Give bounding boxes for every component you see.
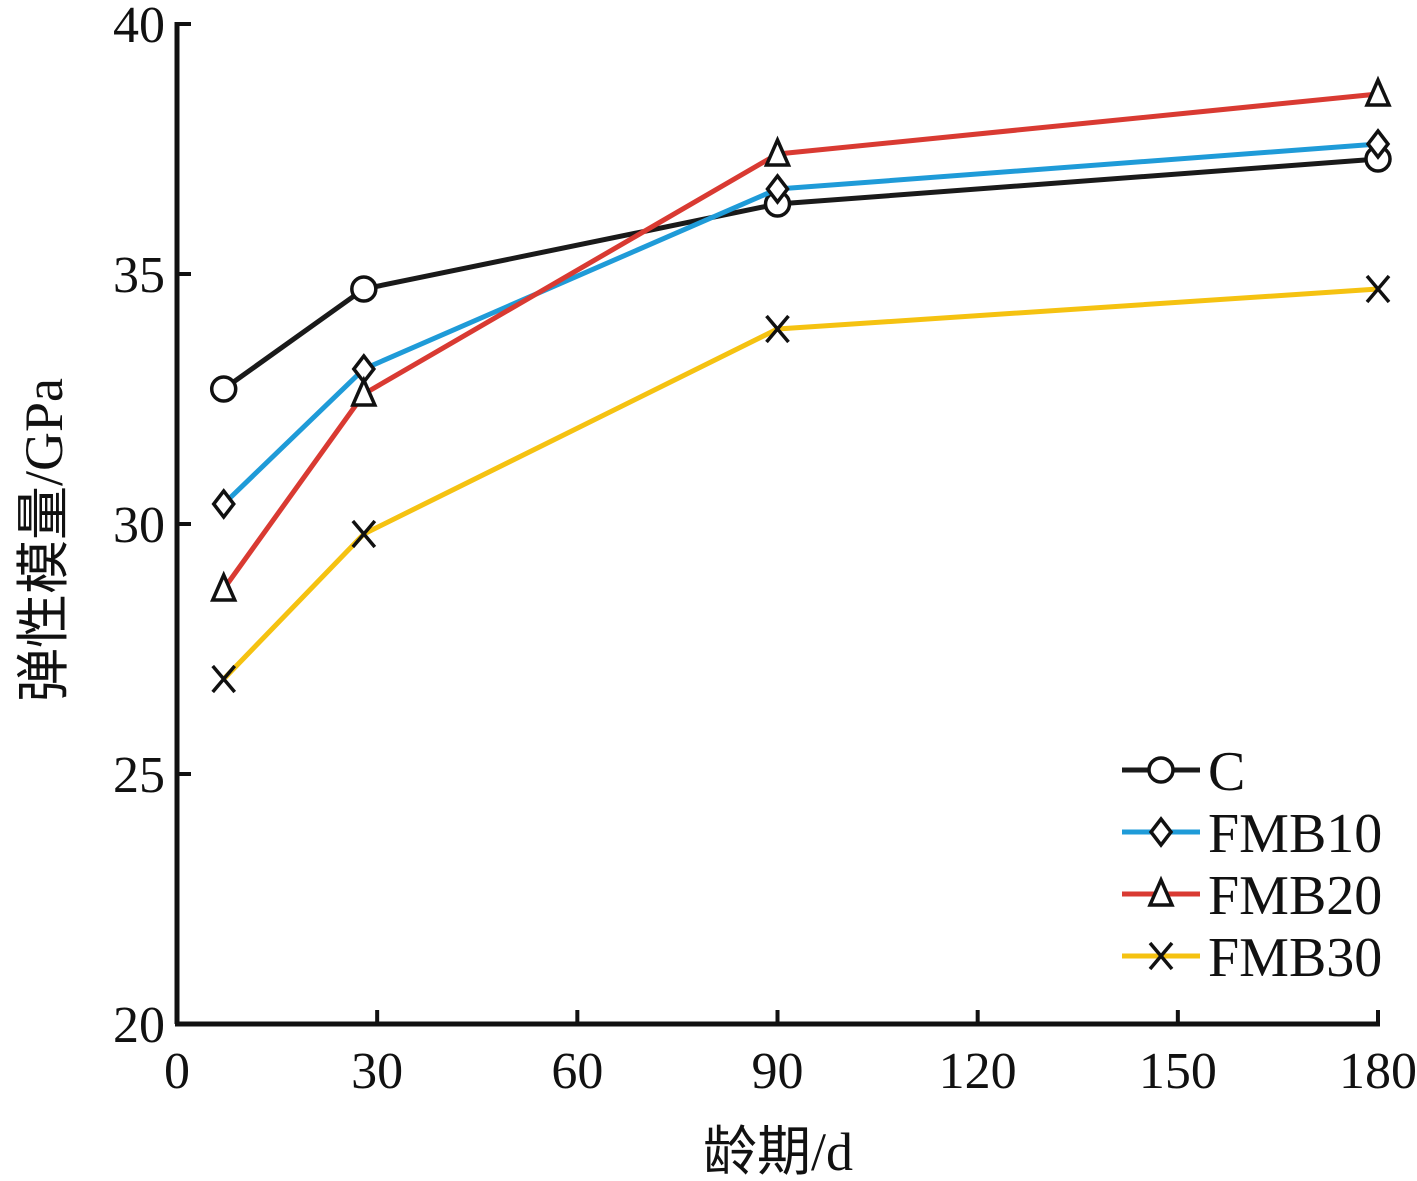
y-tick-label: 40 bbox=[113, 0, 165, 54]
data-point-marker bbox=[1364, 75, 1392, 107]
series-layer bbox=[209, 75, 1392, 694]
series-fmb10 bbox=[211, 128, 1391, 520]
y-tick-label: 30 bbox=[113, 497, 165, 554]
data-point-marker bbox=[211, 664, 237, 694]
series-line bbox=[221, 141, 1379, 506]
data-point-marker bbox=[350, 375, 378, 407]
legend-marker bbox=[1148, 941, 1174, 971]
legend-item: C bbox=[1122, 741, 1245, 803]
legend-label: FMB20 bbox=[1208, 865, 1382, 927]
data-point-marker bbox=[210, 570, 238, 602]
y-tick-label: 25 bbox=[113, 747, 165, 804]
x-tick-label: 30 bbox=[351, 1043, 403, 1100]
x-tick-label: 90 bbox=[752, 1043, 804, 1100]
series-line bbox=[221, 286, 1379, 681]
x-tick-label: 60 bbox=[551, 1043, 603, 1100]
data-point-marker bbox=[763, 135, 792, 167]
legend-label: FMB30 bbox=[1208, 927, 1382, 989]
data-point-marker bbox=[765, 314, 790, 344]
y-tick-label: 20 bbox=[113, 997, 165, 1054]
series-fmb20 bbox=[210, 75, 1392, 602]
series-line bbox=[222, 156, 1379, 392]
y-axis-title: 弹性模量/GPa bbox=[14, 378, 74, 702]
x-tick-label: 150 bbox=[1139, 1043, 1217, 1100]
series-fmb30 bbox=[211, 274, 1391, 694]
data-point-marker bbox=[209, 375, 238, 403]
data-point-marker bbox=[1365, 274, 1391, 304]
data-point-marker bbox=[350, 275, 378, 303]
legend-item: FMB20 bbox=[1122, 865, 1382, 927]
legend-marker bbox=[1147, 875, 1175, 907]
legend-label: C bbox=[1208, 741, 1245, 803]
series-line bbox=[221, 91, 1379, 591]
y-tick-label: 35 bbox=[113, 247, 165, 304]
legend-marker bbox=[1147, 756, 1175, 784]
x-tick-label: 120 bbox=[939, 1043, 1017, 1100]
data-point-marker bbox=[211, 488, 236, 520]
legend-label: FMB10 bbox=[1208, 803, 1382, 865]
data-point-marker bbox=[351, 519, 377, 549]
legend-item: FMB10 bbox=[1122, 803, 1382, 865]
legend-marker bbox=[1148, 816, 1174, 848]
legend-item: FMB30 bbox=[1122, 927, 1382, 989]
data-point-marker bbox=[765, 173, 790, 205]
data-point-marker bbox=[1365, 128, 1391, 160]
ticks: 20 25 30 35 40 0 30 60 90 120 150 180 bbox=[113, 0, 1417, 1100]
x-tick-label: 0 bbox=[164, 1043, 190, 1100]
x-tick-label: 180 bbox=[1339, 1043, 1417, 1100]
x-axis-title: 龄期/d bbox=[703, 1122, 853, 1181]
